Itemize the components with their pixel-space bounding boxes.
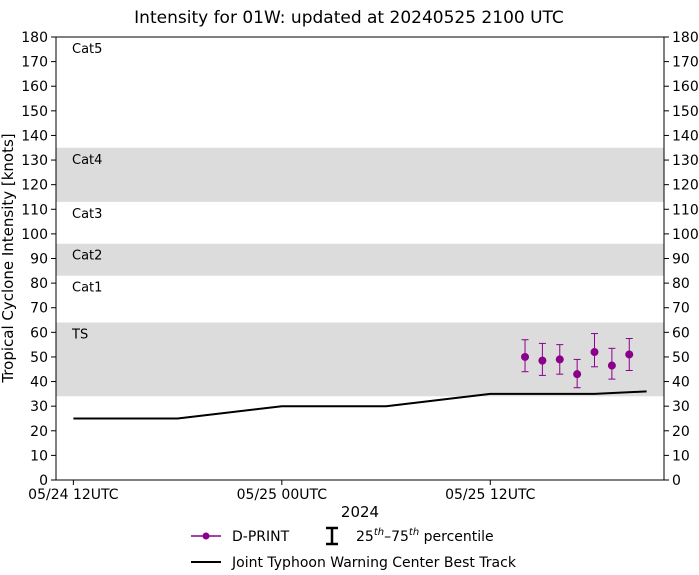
x-tick-label: 05/25 12UTC — [445, 487, 536, 503]
y-tick-label-left: 50 — [30, 350, 48, 366]
dprint-point — [538, 356, 547, 365]
legend-percentile-label: 25th–75th percentile — [356, 527, 494, 545]
y-tick-label-right: 90 — [672, 252, 690, 268]
dprint-point — [521, 352, 530, 361]
band-cat2 — [56, 243, 664, 276]
band-ts — [56, 322, 664, 397]
y-tick-label-left: 70 — [30, 301, 48, 317]
y-axis-label: Tropical Cyclone Intensity [knots] — [0, 133, 17, 383]
y-tick-label-right: 10 — [672, 448, 690, 464]
y-tick-label-left: 40 — [30, 375, 48, 391]
band-label-cat2: Cat2 — [72, 249, 102, 264]
legend: D-PRINT 25th–75th percentile Joint Typho… — [191, 526, 517, 571]
y-tick-label-left: 170 — [21, 55, 48, 71]
x-tick-label: 05/24 12UTC — [28, 487, 119, 503]
dprint-point — [573, 370, 582, 379]
y-tick-label-right: 70 — [672, 301, 690, 317]
band-label-cat3: Cat3 — [72, 207, 102, 222]
y-tick-label-left: 140 — [21, 128, 48, 144]
y-tick-label-left: 10 — [30, 448, 48, 464]
y-tick-label-right: 180 — [672, 30, 699, 46]
category-bands — [56, 147, 664, 397]
band-cat4 — [56, 147, 664, 202]
legend-dprint-label: D-PRINT — [232, 529, 290, 545]
y-tick-label-right: 60 — [672, 325, 690, 341]
y-tick-label-right: 0 — [672, 473, 681, 489]
y-tick-label-right: 20 — [672, 424, 690, 440]
category-labels: TS Cat1 Cat2 Cat3 Cat4 Cat5 — [71, 42, 102, 342]
y-tick-label-right: 30 — [672, 399, 690, 415]
y-tick-label-right: 80 — [672, 276, 690, 292]
x-tick-label: 05/25 00UTC — [237, 487, 328, 503]
band-label-ts: TS — [71, 327, 88, 342]
y-tick-label-right: 100 — [672, 227, 699, 243]
y-tick-label-left: 160 — [21, 79, 48, 95]
legend-errorbar-icon — [326, 526, 338, 546]
y-tick-label-right: 110 — [672, 202, 699, 218]
right-y-axis: 0 10 20 30 40 50 60 70 80 90 100 110 120 130 140 150 160… — [664, 30, 699, 489]
y-tick-label-right: 170 — [672, 55, 699, 71]
legend-track-label: Joint Typhoon Warning Center Best Track — [231, 555, 517, 571]
band-label-cat1: Cat1 — [72, 281, 102, 296]
y-tick-label-right: 140 — [672, 128, 699, 144]
best-track-series — [73, 390, 647, 420]
dprint-point — [555, 355, 564, 364]
y-tick-label-left: 180 — [21, 30, 48, 46]
dprint-point — [590, 348, 599, 357]
left-y-axis: 0 10 20 30 40 50 60 70 80 90 100 110 120 130 140 150 160… — [21, 30, 56, 489]
y-tick-label-left: 20 — [30, 424, 48, 440]
chart-title: Intensity for 01W: updated at 20240525 2… — [134, 8, 564, 28]
dprint-point — [607, 361, 616, 370]
y-tick-label-left: 110 — [21, 202, 48, 218]
y-tick-label-right: 160 — [672, 79, 699, 95]
y-tick-label-left: 100 — [21, 227, 48, 243]
y-tick-label-right: 120 — [672, 178, 699, 194]
y-tick-label-right: 40 — [672, 375, 690, 391]
y-tick-label-left: 30 — [30, 399, 48, 415]
y-tick-label-left: 60 — [30, 325, 48, 341]
band-label-cat5: Cat5 — [72, 42, 102, 57]
y-tick-label-left: 120 — [21, 178, 48, 194]
legend-dprint-marker — [202, 532, 210, 540]
dprint-point — [625, 350, 634, 359]
dprint-series — [521, 333, 634, 389]
x-axis: 05/24 12UTC 05/25 00UTC 05/25 12UTC — [28, 480, 536, 503]
x-axis-label: 2024 — [341, 503, 379, 521]
y-tick-label-left: 80 — [30, 276, 48, 292]
y-tick-label-right: 50 — [672, 350, 690, 366]
best-track-line — [73, 390, 647, 420]
y-tick-label-left: 130 — [21, 153, 48, 169]
y-tick-label-left: 90 — [30, 252, 48, 268]
y-tick-label-right: 150 — [672, 104, 699, 120]
y-tick-label-left: 0 — [39, 473, 48, 489]
y-tick-label-left: 150 — [21, 104, 48, 120]
y-tick-label-right: 130 — [672, 153, 699, 169]
band-label-cat4: Cat4 — [72, 153, 102, 168]
